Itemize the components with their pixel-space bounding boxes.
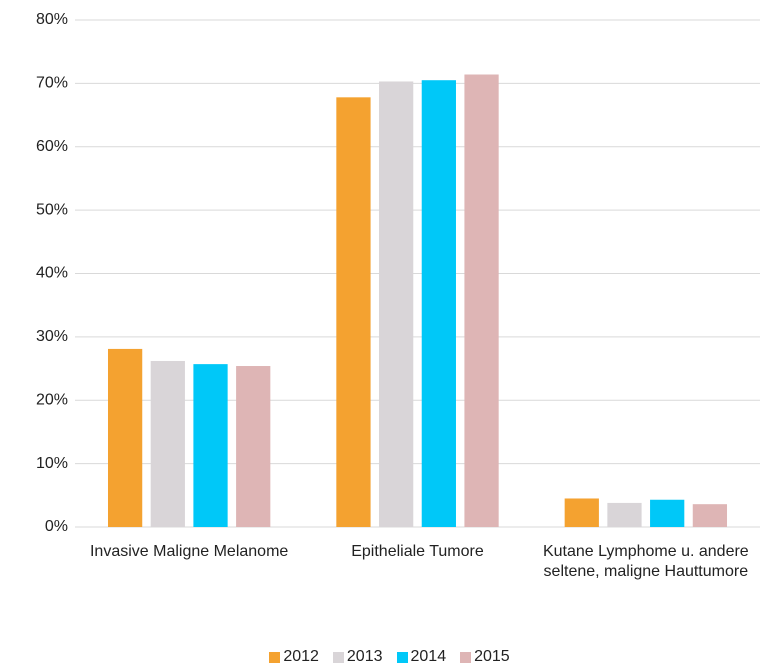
legend-item: 2014	[396, 648, 447, 666]
legend-item: 2013	[332, 648, 383, 666]
legend-swatch	[460, 651, 472, 663]
bar	[336, 97, 371, 527]
y-tick-label: 80%	[36, 11, 68, 28]
bar	[107, 348, 143, 527]
legend-item: 2015	[460, 648, 510, 666]
bar	[692, 504, 728, 527]
y-tick-label: 40%	[36, 265, 68, 282]
bar	[150, 360, 185, 527]
legend-label: 2015	[474, 648, 510, 665]
legend-label: 2013	[346, 648, 383, 665]
legend-swatch	[269, 651, 281, 663]
y-tick-label: 20%	[36, 391, 68, 408]
legend-item: 2012	[269, 648, 319, 666]
bar	[193, 364, 228, 527]
bar	[650, 499, 685, 527]
legend-label: 2014	[410, 648, 447, 665]
x-tick-label: Invasive Maligne Melanome	[89, 543, 289, 560]
bar	[421, 80, 456, 528]
y-tick-label: 60%	[36, 138, 68, 155]
y-tick-label: 0%	[45, 518, 68, 535]
bar	[464, 74, 499, 527]
bar	[607, 502, 642, 527]
bar	[236, 366, 271, 527]
y-tick-label: 50%	[36, 201, 68, 218]
bar	[379, 81, 414, 527]
y-tick-label: 10%	[36, 455, 68, 472]
bar	[564, 498, 599, 527]
x-tick-label: Epitheliale Tumore	[351, 543, 484, 560]
x-tick-label: Kutane Lymphome u. andere seltene, malig…	[542, 543, 749, 580]
legend-swatch	[396, 651, 408, 663]
legend-swatch	[332, 651, 344, 663]
legend-label: 2012	[283, 648, 319, 665]
y-tick-label: 30%	[36, 328, 68, 345]
y-tick-label: 70%	[36, 75, 68, 92]
legend: 2012 2013 2014 2015	[0, 648, 779, 666]
